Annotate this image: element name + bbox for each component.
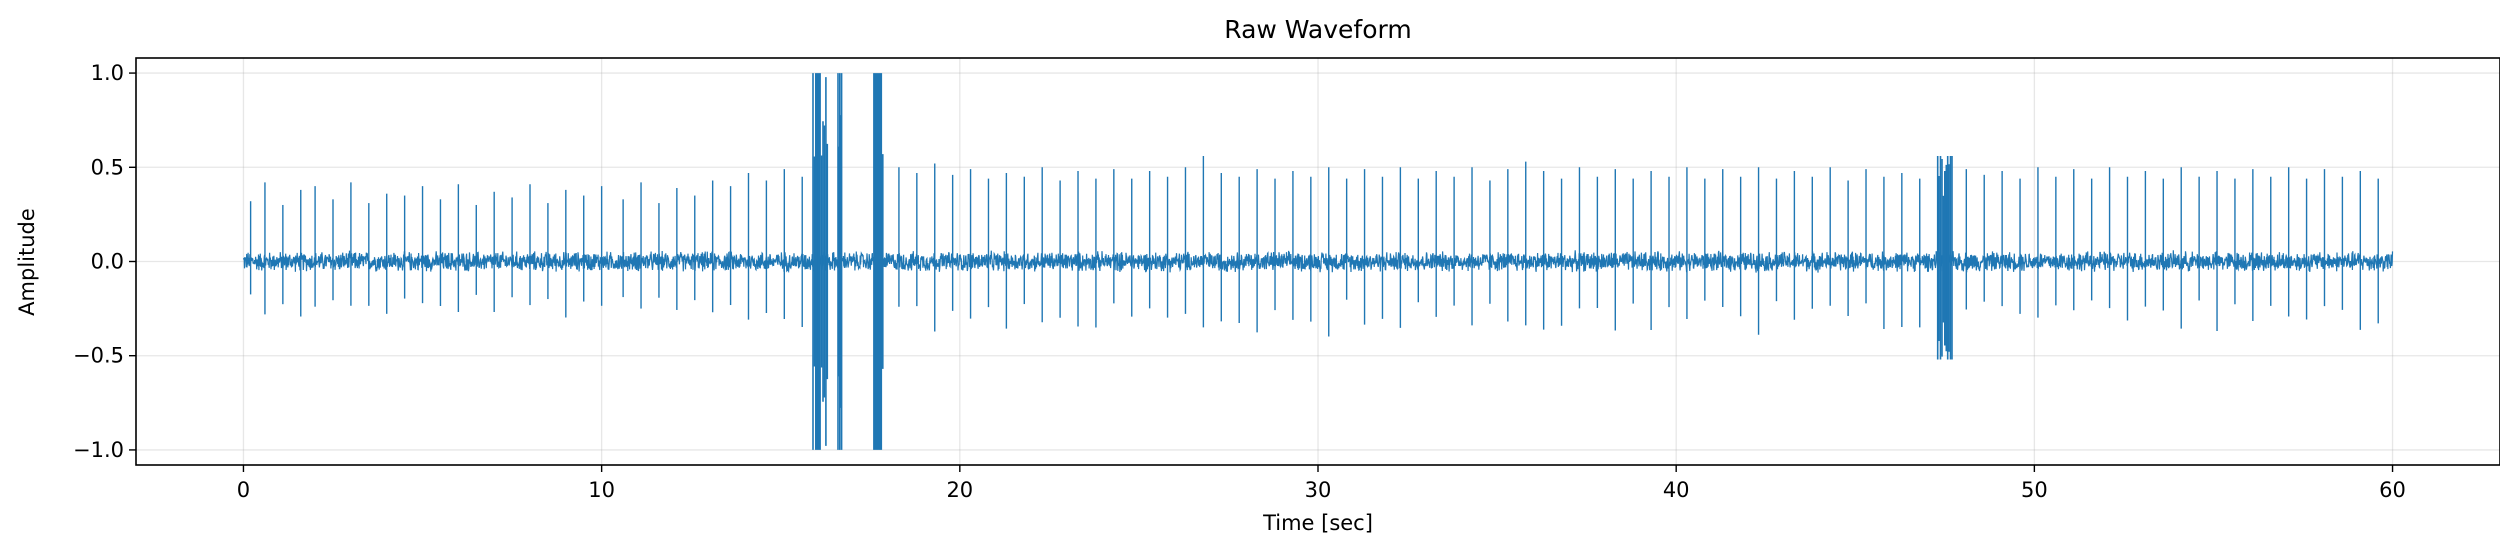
chart-title: Raw Waveform <box>1224 15 1411 44</box>
x-tick-label: 10 <box>588 478 615 502</box>
spike-marks <box>249 155 2379 337</box>
x-tick-label: 20 <box>946 478 973 502</box>
burst-regions <box>812 73 1953 450</box>
x-tick-label: 30 <box>1305 478 1332 502</box>
y-axis-label: Amplitude <box>15 208 39 316</box>
burst <box>837 73 843 450</box>
y-tick-label: −0.5 <box>73 344 124 368</box>
x-axis-ticks: 0 10 20 30 40 50 60 <box>237 465 2406 502</box>
y-tick-label: 0.0 <box>91 250 124 274</box>
y-tick-label: −1.0 <box>73 438 124 462</box>
x-tick-label: 40 <box>1663 478 1690 502</box>
burst <box>1936 155 1953 360</box>
x-tick-label: 60 <box>2379 478 2406 502</box>
burst <box>812 73 829 450</box>
x-tick-label: 50 <box>2021 478 2048 502</box>
x-tick-label: 0 <box>237 478 250 502</box>
burst <box>873 73 884 450</box>
x-axis-label: Time [sec] <box>1262 511 1373 535</box>
y-tick-label: 1.0 <box>91 61 124 85</box>
y-axis-ticks: −1.0 −0.5 0.0 0.5 1.0 <box>73 61 136 462</box>
plot-area <box>242 73 2394 450</box>
y-tick-label: 0.5 <box>91 155 124 179</box>
